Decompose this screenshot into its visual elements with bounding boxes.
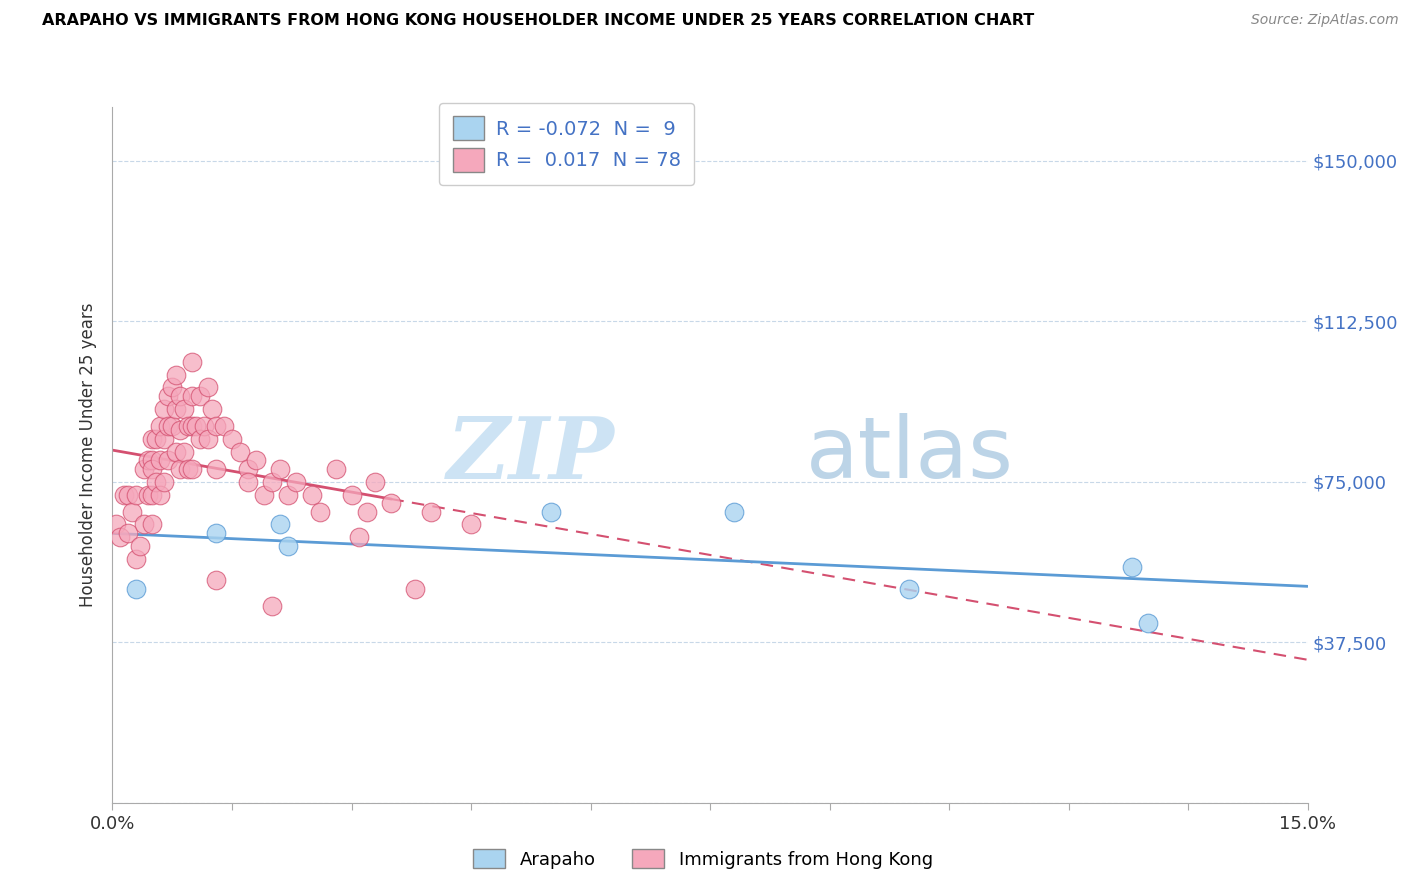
Point	[277, 539, 299, 553]
Point	[138, 487, 160, 501]
Point	[181, 419, 204, 434]
Point	[157, 389, 180, 403]
Point	[260, 599, 283, 613]
Point	[153, 475, 176, 489]
Point	[181, 355, 204, 369]
Point	[201, 401, 224, 416]
Point	[153, 401, 176, 416]
Point	[165, 368, 187, 382]
Point	[129, 539, 152, 553]
Legend: Arapaho, Immigrants from Hong Kong: Arapaho, Immigrants from Hong Kong	[465, 842, 941, 876]
Point	[284, 475, 307, 489]
Point	[253, 487, 276, 501]
Point	[277, 487, 299, 501]
Text: atlas: atlas	[806, 413, 1014, 497]
Point	[193, 419, 215, 434]
Point	[356, 505, 378, 519]
Point	[177, 462, 200, 476]
Point	[325, 462, 347, 476]
Point	[157, 453, 180, 467]
Point	[460, 517, 482, 532]
Point	[125, 487, 148, 501]
Point	[420, 505, 443, 519]
Point	[157, 419, 180, 434]
Point	[105, 517, 128, 532]
Point	[898, 582, 921, 596]
Point	[117, 526, 139, 541]
Point	[349, 530, 371, 544]
Point	[149, 487, 172, 501]
Point	[141, 432, 163, 446]
Point	[121, 505, 143, 519]
Point	[125, 551, 148, 566]
Point	[117, 487, 139, 501]
Point	[138, 453, 160, 467]
Point	[301, 487, 323, 501]
Point	[153, 432, 176, 446]
Point	[269, 517, 291, 532]
Point	[114, 487, 135, 501]
Point	[165, 444, 187, 458]
Point	[165, 401, 187, 416]
Point	[1137, 615, 1160, 630]
Point	[125, 582, 148, 596]
Point	[181, 462, 204, 476]
Point	[186, 419, 208, 434]
Point	[173, 444, 195, 458]
Point	[149, 453, 172, 467]
Legend: R = -0.072  N =  9, R =  0.017  N = 78: R = -0.072 N = 9, R = 0.017 N = 78	[439, 103, 695, 186]
Point	[540, 505, 562, 519]
Point	[169, 389, 191, 403]
Text: ZIP: ZIP	[447, 413, 614, 497]
Point	[364, 475, 387, 489]
Point	[145, 475, 167, 489]
Y-axis label: Householder Income Under 25 years: Householder Income Under 25 years	[79, 302, 97, 607]
Point	[188, 432, 211, 446]
Point	[205, 526, 228, 541]
Point	[169, 462, 191, 476]
Point	[141, 453, 163, 467]
Point	[177, 419, 200, 434]
Point	[197, 432, 219, 446]
Point	[169, 423, 191, 437]
Point	[197, 380, 219, 394]
Point	[149, 419, 172, 434]
Point	[205, 462, 228, 476]
Point	[162, 380, 183, 394]
Point	[188, 389, 211, 403]
Point	[1121, 560, 1143, 574]
Text: Source: ZipAtlas.com: Source: ZipAtlas.com	[1251, 13, 1399, 28]
Point	[205, 573, 228, 587]
Point	[141, 487, 163, 501]
Point	[110, 530, 132, 544]
Point	[269, 462, 291, 476]
Point	[380, 496, 402, 510]
Point	[134, 517, 156, 532]
Point	[141, 462, 163, 476]
Point	[141, 517, 163, 532]
Point	[145, 432, 167, 446]
Point	[308, 505, 330, 519]
Point	[236, 475, 259, 489]
Point	[340, 487, 363, 501]
Point	[212, 419, 235, 434]
Point	[236, 462, 259, 476]
Text: ARAPAHO VS IMMIGRANTS FROM HONG KONG HOUSEHOLDER INCOME UNDER 25 YEARS CORRELATI: ARAPAHO VS IMMIGRANTS FROM HONG KONG HOU…	[42, 13, 1035, 29]
Point	[173, 401, 195, 416]
Point	[229, 444, 252, 458]
Point	[404, 582, 426, 596]
Point	[205, 419, 228, 434]
Point	[221, 432, 243, 446]
Point	[260, 475, 283, 489]
Point	[181, 389, 204, 403]
Point	[134, 462, 156, 476]
Point	[245, 453, 267, 467]
Point	[723, 505, 745, 519]
Point	[162, 419, 183, 434]
